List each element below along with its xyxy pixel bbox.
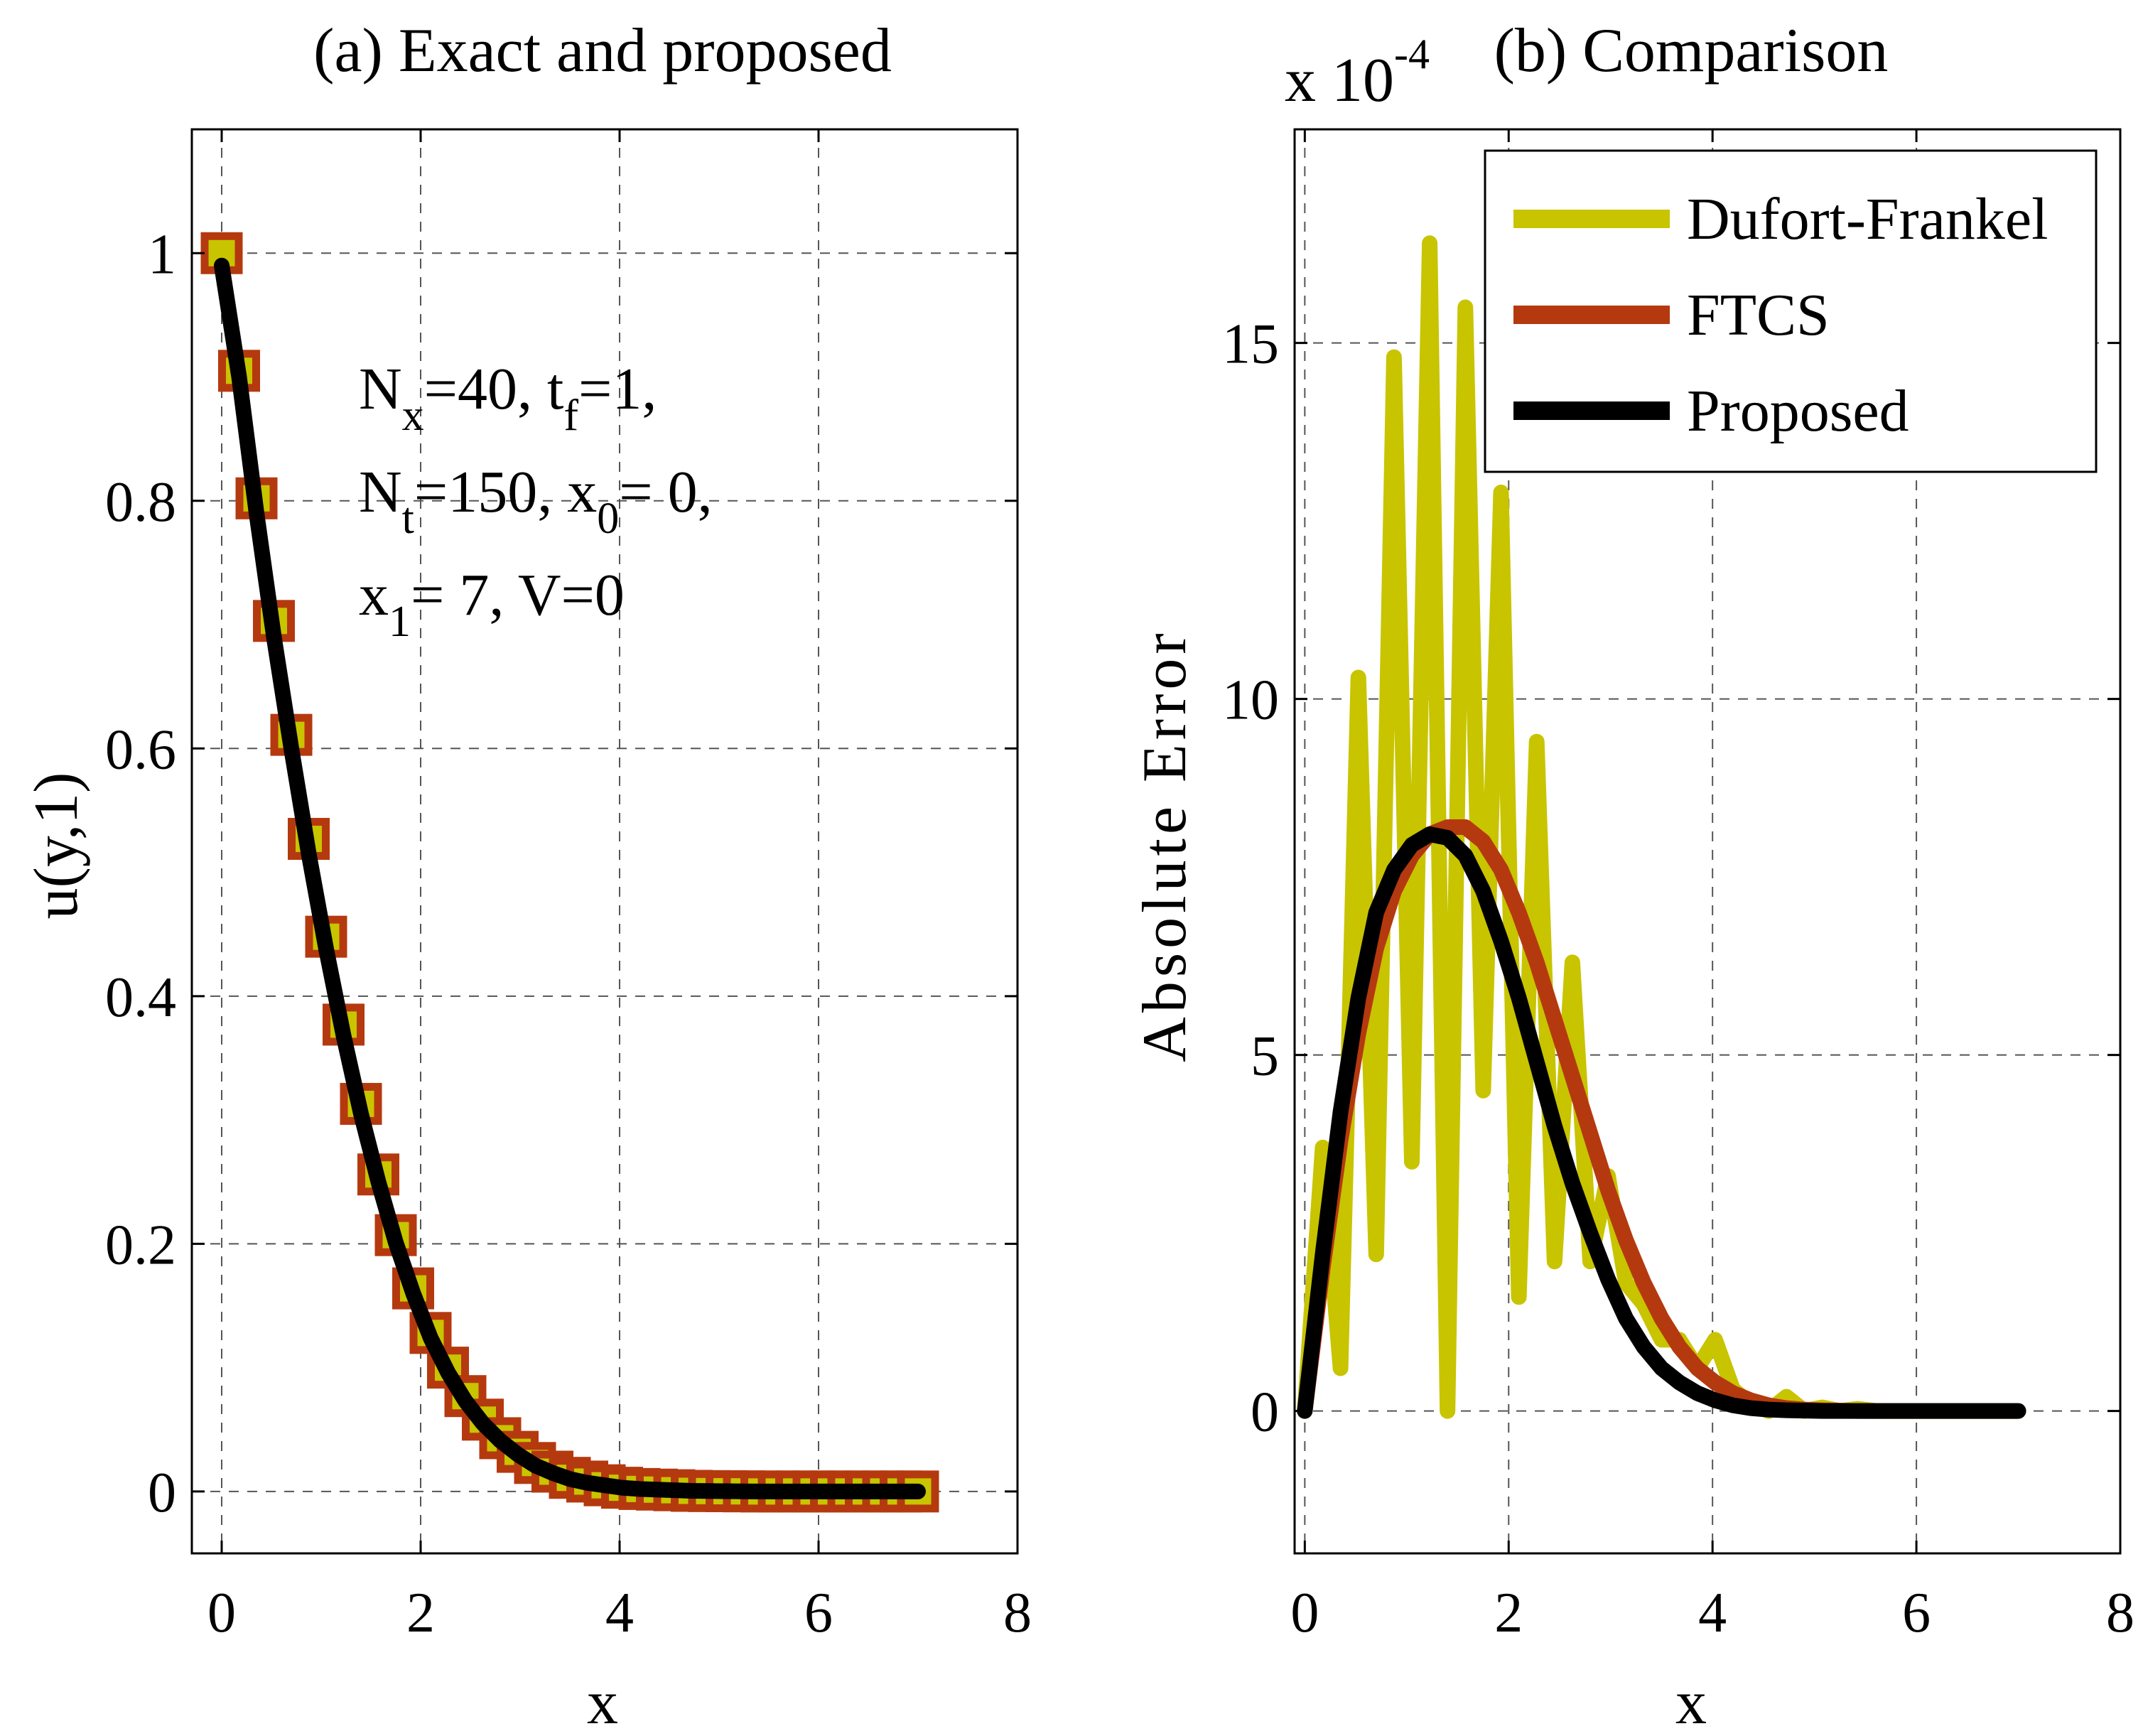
panel-a-xtick-label: 8 xyxy=(1003,1582,1032,1644)
panel-a-annotation: Nx=40, tf=1, Nt=150, x0= 0, x1= 7, V=0 xyxy=(359,356,713,646)
panel-b-xtick-label: 8 xyxy=(2106,1582,2134,1644)
series-a-proposed-line xyxy=(214,257,926,1499)
annotation-line-2-a: N xyxy=(359,459,402,525)
annotation-line-2-sub: t xyxy=(402,495,414,543)
annotation-line-1: Nx=40, tf=1, xyxy=(359,356,657,440)
legend: Dufort-Frankel FTCS Proposed xyxy=(1484,149,2098,473)
panel-a-xlabel: x xyxy=(587,1668,618,1736)
annotation-line-3-sub: 1 xyxy=(389,598,411,646)
panel-b-ytick-label: 15 xyxy=(1222,313,1279,376)
annotation-line-1-sub2: f xyxy=(563,392,578,440)
panel-b-ylabel: Absolute Error xyxy=(1130,629,1199,1062)
panel-a-ylabel: u(y,1) xyxy=(22,772,91,920)
annotation-line-2-b: =150, x xyxy=(414,459,597,525)
annotation-line-1-b: =40, t xyxy=(424,356,564,422)
panel-a-ticks: 0 2 4 6 8 0 0.2 0.4 0.6 0.8 1 xyxy=(105,129,1032,1644)
panel-b-xtick-label: 4 xyxy=(1698,1582,1727,1644)
annotation-line-2-sub2: 0 xyxy=(597,495,619,543)
panel-b-ticks: 0 2 4 6 8 0 5 10 15 xyxy=(1222,129,2134,1644)
panel-a-ytick-label: 0.2 xyxy=(105,1214,176,1276)
legend-label-ftcs: FTCS xyxy=(1687,282,1830,348)
panel-b-ytick-label: 5 xyxy=(1251,1025,1279,1088)
annotation-line-1-a: N xyxy=(359,356,402,422)
annotation-line-1-c: =1, xyxy=(578,356,657,422)
panel-a-xtick-label: 6 xyxy=(804,1582,833,1644)
panel-a-xtick-label: 4 xyxy=(605,1582,634,1644)
series-b-proposed-line xyxy=(1297,826,2026,1419)
panel-b-series xyxy=(1297,235,2026,1419)
panel-a-ytick-label: 0.4 xyxy=(105,966,176,1029)
annotation-line-3: x1= 7, V=0 xyxy=(359,562,625,646)
panel-a-title: (a) Exact and proposed xyxy=(313,16,892,85)
panel-a-ytick-label: 0.6 xyxy=(105,718,176,781)
panel-a-ytick-label: 0 xyxy=(148,1462,176,1524)
panel-a-ytick-label: 0.8 xyxy=(105,471,176,534)
panel-a-series xyxy=(200,232,939,1513)
annotation-line-2: Nt=150, x0= 0, xyxy=(359,459,713,543)
panel-b-ytick-label: 10 xyxy=(1222,669,1279,732)
panel-b-frame xyxy=(1293,128,2122,1555)
legend-label-proposed: Proposed xyxy=(1687,378,1909,444)
panel-a: (a) Exact and proposed 0 2 4 6 8 0 0.2 0.4 0.6 0.… xyxy=(22,16,1032,1736)
panel-b-xtick-label: 6 xyxy=(1902,1582,1931,1644)
legend-label-dufort-frankel: Dufort-Frankel xyxy=(1687,186,2048,252)
panel-a-ytick-label: 1 xyxy=(148,223,176,286)
panel-b-xlabel: x xyxy=(1675,1668,1707,1736)
panel-a-xtick-label: 2 xyxy=(406,1582,435,1644)
annotation-line-2-c: = 0, xyxy=(619,459,712,525)
panel-a-frame xyxy=(190,128,1019,1555)
annotation-line-1-sub: x xyxy=(402,392,424,440)
panel-a-xtick-label: 0 xyxy=(207,1582,236,1644)
panel-b-scale-exp: -4 xyxy=(1394,31,1430,77)
panel-b-scale-label: x 10-4 xyxy=(1285,31,1430,115)
panel-b-xtick-label: 0 xyxy=(1290,1582,1319,1644)
annotation-line-3-b: = 7, V=0 xyxy=(411,562,625,628)
panel-b: (b) Comparison x 10-4 0 2 4 6 8 0 5 10 15 x Abso… xyxy=(1130,16,2134,1736)
panel-b-title: (b) Comparison xyxy=(1494,16,1889,85)
annotation-line-3-a: x xyxy=(359,562,389,628)
panel-b-xtick-label: 2 xyxy=(1494,1582,1523,1644)
panel-b-ytick-label: 0 xyxy=(1251,1381,1279,1444)
panel-b-scale-prefix: x 10 xyxy=(1285,46,1394,115)
